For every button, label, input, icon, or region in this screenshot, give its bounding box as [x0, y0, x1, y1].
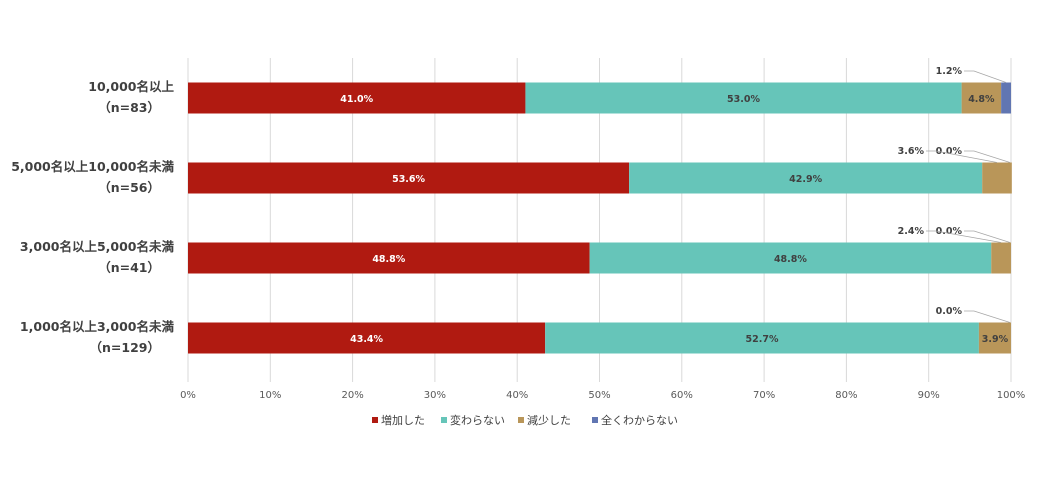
callouts: 1.2% 0.0% 3.6% 0.0% 2.4% 0.0%	[898, 66, 1011, 323]
callout-line	[964, 310, 1011, 323]
bar-segment	[961, 82, 1002, 114]
data-label: 52.7%	[746, 334, 779, 345]
data-label: 53.0%	[727, 94, 760, 105]
x-tick-label: 70%	[753, 390, 775, 401]
data-label: 43.4%	[350, 334, 383, 345]
category-label: 5,000名以上10,000名未満	[11, 159, 174, 174]
callout-label: 0.0%	[936, 146, 963, 157]
x-tick-label: 30%	[424, 390, 446, 401]
x-tick-label: 50%	[588, 390, 610, 401]
category-n-label: （n=41）	[98, 260, 160, 275]
bar-segment	[629, 162, 983, 194]
callout-label: 0.0%	[936, 306, 963, 317]
bar-segment	[978, 322, 1011, 354]
bar-segment	[188, 82, 526, 114]
category-label: 1,000名以上3,000名未満	[20, 319, 175, 334]
category-labels: 10,000名以上 （n=83） 5,000名以上10,000名未満 （n=56） 3,…	[11, 79, 174, 355]
legend: 増加した 変わらない 減少した 全くわからない	[372, 413, 678, 427]
legend-label: 増加した	[381, 414, 425, 427]
x-tick-label: 90%	[918, 390, 940, 401]
legend-swatch	[592, 417, 598, 423]
category-n-label: （n=56）	[98, 180, 160, 195]
data-label: 42.9%	[789, 174, 822, 185]
bar-segment	[188, 162, 630, 194]
legend-swatch	[372, 417, 378, 423]
callout-label: 1.2%	[936, 66, 963, 77]
bar-segment	[991, 242, 1011, 274]
x-tick-label: 80%	[835, 390, 857, 401]
bar-segment	[188, 242, 590, 274]
data-label: 41.0%	[340, 94, 373, 105]
bar-segment	[545, 322, 979, 354]
legend-label: 変わらない	[450, 413, 505, 427]
category-label: 10,000名以上	[88, 79, 174, 94]
x-axis-ticks: 0% 10% 20% 30% 40% 50% 60% 70% 80% 90% 100%	[180, 390, 1025, 401]
callout-label: 3.6%	[898, 146, 925, 157]
bar-segment	[188, 322, 546, 354]
x-tick-label: 0%	[180, 390, 196, 401]
callout-line	[964, 230, 1011, 243]
x-tick-label: 100%	[997, 390, 1026, 401]
callout-line	[964, 150, 1011, 163]
x-tick-label: 20%	[341, 390, 363, 401]
callout-line	[926, 150, 998, 163]
x-tick-label: 10%	[259, 390, 281, 401]
category-n-label: （n=83）	[98, 100, 160, 115]
callout-label: 2.4%	[898, 226, 925, 237]
bars: 41.0% 53.0% 4.8% 53.6% 42.9% 48.8% 48.8% 43.4% 5…	[188, 82, 1012, 354]
legend-label: 減少した	[527, 413, 571, 427]
data-label: 48.8%	[774, 254, 807, 265]
data-label: 53.6%	[392, 174, 425, 185]
bar-segment	[589, 242, 992, 274]
callout-line	[926, 230, 1002, 243]
legend-swatch	[441, 417, 447, 423]
category-n-label: （n=129）	[90, 340, 160, 355]
category-label: 3,000名以上5,000名未満	[20, 239, 175, 254]
data-label: 48.8%	[372, 254, 405, 265]
bar-segment	[1001, 82, 1011, 114]
legend-swatch	[518, 417, 524, 423]
legend-label: 全くわからない	[601, 413, 678, 427]
data-label: 3.9%	[982, 334, 1009, 345]
callout-label: 0.0%	[936, 226, 963, 237]
bar-segment	[525, 82, 962, 114]
bar-segment	[982, 162, 1012, 194]
x-tick-label: 40%	[506, 390, 528, 401]
x-tick-label: 60%	[671, 390, 693, 401]
callout-line	[964, 70, 1007, 83]
data-label: 4.8%	[968, 94, 995, 105]
